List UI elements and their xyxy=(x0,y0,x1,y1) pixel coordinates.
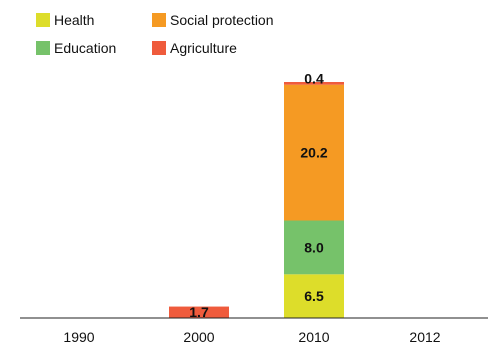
legend-label-health: Health xyxy=(54,12,94,28)
legend-swatch-health xyxy=(36,13,50,27)
legend-label-education: Education xyxy=(54,40,116,56)
x-tick-label-1990: 1990 xyxy=(63,329,94,345)
bars: 1.7 6.5 8.0 20.2 0.4 xyxy=(169,71,344,320)
x-tick-label-2010: 2010 xyxy=(298,329,329,345)
data-label-2010-education: 8.0 xyxy=(304,239,324,255)
bar-2000-agriculture xyxy=(169,306,229,318)
x-axis-ticks: 1990 2000 2010 2012 xyxy=(63,329,440,345)
data-label-2010-health: 6.5 xyxy=(304,288,324,304)
legend-swatch-education xyxy=(36,41,50,55)
data-label-2000-agriculture: 1.7 xyxy=(189,304,209,320)
legend-swatch-agriculture xyxy=(152,41,166,55)
bar-2010-health xyxy=(284,274,344,318)
legend-label-agriculture: Agriculture xyxy=(170,40,237,56)
legend-label-social-protection: Social protection xyxy=(170,12,274,28)
legend: Health Social protection Education Agricult… xyxy=(36,12,274,56)
bar-2010-education xyxy=(284,220,344,275)
bar-2010-social-protection xyxy=(284,84,344,221)
bar-2010-agriculture xyxy=(284,82,344,85)
legend-swatch-social-protection xyxy=(152,13,166,27)
data-label-2010-agriculture: 0.4 xyxy=(304,71,324,87)
x-tick-label-2012: 2012 xyxy=(409,329,440,345)
data-label-2010-social-protection: 20.2 xyxy=(300,145,327,161)
x-tick-label-2000: 2000 xyxy=(183,329,214,345)
